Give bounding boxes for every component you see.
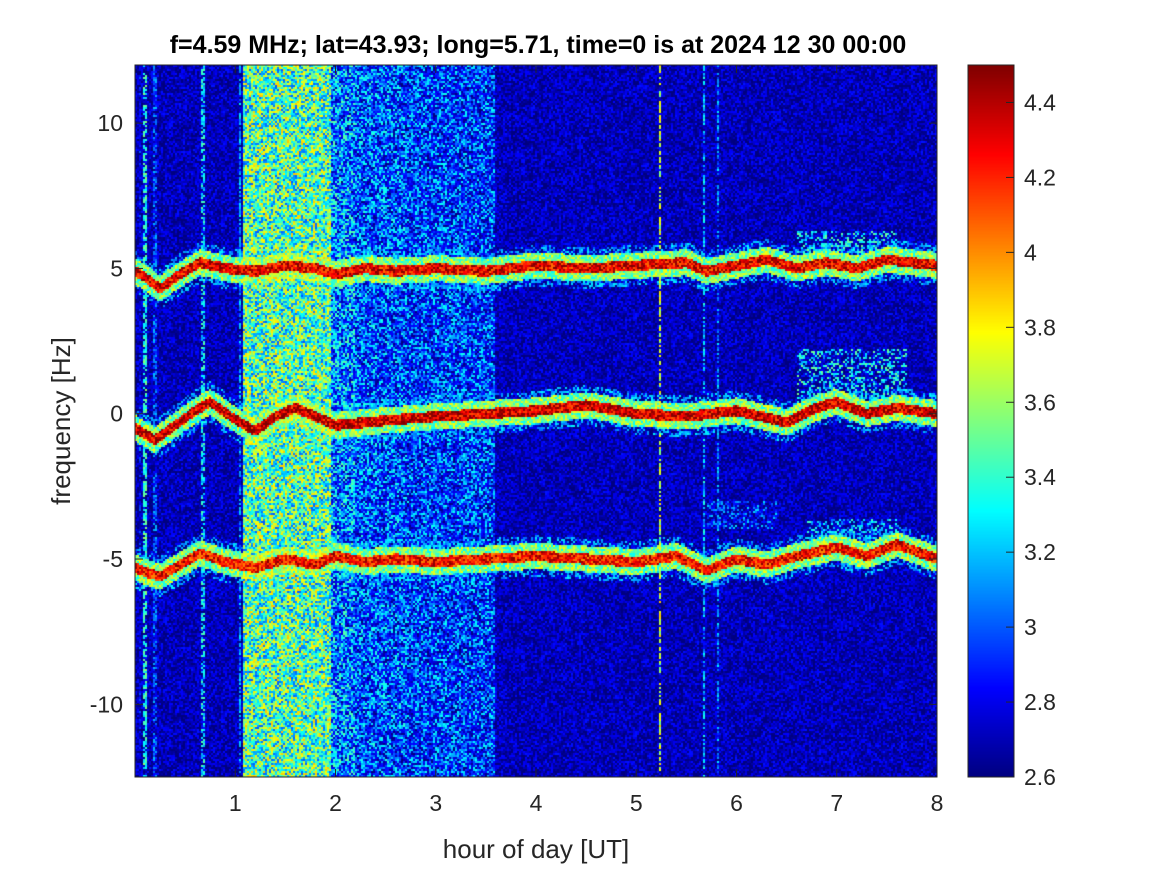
y-tick-label: -5: [103, 546, 123, 572]
colorbar-tick-label: 2.6: [1024, 764, 1056, 790]
x-tick-label: 7: [830, 790, 843, 816]
x-tick-label: 5: [630, 790, 643, 816]
colorbar-tick-label: 3: [1024, 614, 1037, 640]
x-tick-label: 6: [730, 790, 743, 816]
spectrogram-image: [135, 65, 937, 777]
y-tick-label: 5: [110, 255, 123, 281]
colorbar-tick-label: 4.2: [1024, 164, 1056, 190]
x-tick-label: 3: [429, 790, 442, 816]
colorbar-tick-label: 2.8: [1024, 689, 1056, 715]
colorbar: [968, 65, 1014, 777]
colorbar-tick-label: 4: [1024, 239, 1037, 265]
x-tick-label: 4: [530, 790, 543, 816]
y-axis-label: frequency [Hz]: [46, 337, 76, 505]
colorbar-frame: [967, 64, 1015, 778]
chart-title: f=4.59 MHz; lat=43.93; long=5.71, time=0…: [170, 31, 907, 59]
x-tick-label: 2: [329, 790, 342, 816]
x-axis: 1 2 3 4 5 6 7 8: [229, 65, 944, 816]
x-tick-label: 1: [229, 790, 242, 816]
colorbar-tick-label: 4.4: [1024, 89, 1056, 115]
y-tick-label: 10: [97, 110, 123, 136]
colorbar-tick-label: 3.6: [1024, 389, 1056, 415]
y-axis: 10 5 0 -5 -10: [90, 110, 937, 717]
colorbar-tick-label: 3.4: [1024, 464, 1056, 490]
x-axis-label: hour of day [UT]: [443, 834, 629, 864]
colorbar-tick-label: 3.2: [1024, 539, 1056, 565]
y-tick-label: 0: [110, 401, 123, 427]
x-tick-label: 8: [931, 790, 944, 816]
colorbar-tick-label: 3.8: [1024, 314, 1056, 340]
y-tick-label: -10: [90, 691, 123, 717]
colorbar-axis: 4.4 4.2 4 3.8 3.6 3.4 3.2 3 2.8 2.6: [1006, 89, 1056, 790]
